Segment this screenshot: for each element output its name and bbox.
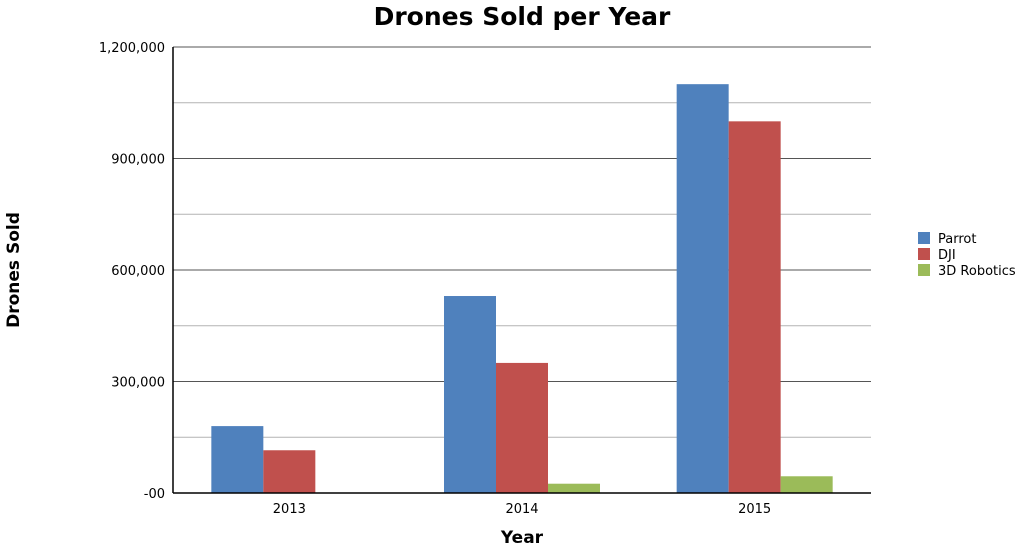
y-tick-label: 900,000 [111,153,165,168]
x-tick-label: 2014 [505,502,538,517]
bar-dji-2014 [496,362,548,493]
legend-swatch-dji [918,248,930,260]
legend-label: Parrot [938,232,976,247]
bar-dji-2015 [728,121,781,493]
bar-parrot-2013 [211,426,264,493]
x-tick-label: 2013 [273,502,306,517]
y-tick-label: 1,200,000 [99,41,165,56]
legend-swatch-parrot [918,232,930,244]
chart-title: Drones Sold per Year [374,2,671,31]
y-axis-title: Drones Sold [4,212,24,328]
legend-swatch-3d-robotics [918,264,930,276]
bar-dji-2013 [263,450,316,493]
legend-label: 3D Robotics [938,264,1016,279]
axes [172,47,871,494]
y-tick-label: -00 [144,487,165,502]
x-axis-title: Year [500,528,544,547]
legend-label: DJI [938,248,956,263]
bar-parrot-2014 [444,296,496,493]
bars [211,84,833,494]
x-tick-labels: 2013 2014 2015 [273,502,771,517]
bar-3d-robotics-2014 [548,483,600,493]
y-tick-label: 300,000 [111,376,165,391]
y-tick-labels: -00 300,000 600,000 900,000 1,200,000 [99,41,165,502]
bar-parrot-2015 [676,84,729,494]
bar-3d-robotics-2015 [780,476,833,493]
x-tick-label: 2015 [738,502,771,517]
y-tick-label: 600,000 [111,264,165,279]
